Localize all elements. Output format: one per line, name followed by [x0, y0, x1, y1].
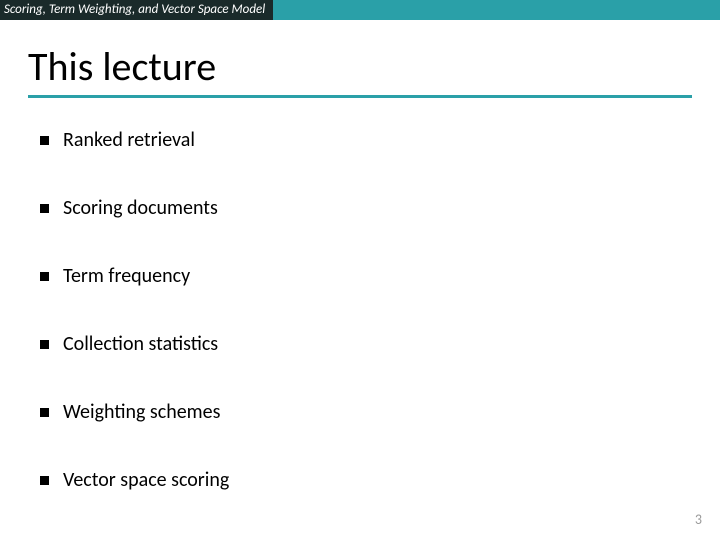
list-item: Collection statistics: [40, 332, 680, 356]
bullet-text: Ranked retrieval: [63, 128, 195, 152]
bullet-list: Ranked retrieval Scoring documents Term …: [0, 104, 720, 492]
list-item: Scoring documents: [40, 196, 680, 220]
bullet-text: Weighting schemes: [63, 400, 220, 424]
square-bullet-icon: [40, 272, 49, 281]
page-number: 3: [695, 511, 702, 528]
bullet-text: Collection statistics: [63, 332, 218, 356]
square-bullet-icon: [40, 408, 49, 417]
square-bullet-icon: [40, 340, 49, 349]
list-item: Term frequency: [40, 264, 680, 288]
list-item: Ranked retrieval: [40, 128, 680, 152]
header-bar: Scoring, Term Weighting, and Vector Spac…: [0, 0, 720, 20]
header-accent: [273, 0, 720, 20]
square-bullet-icon: [40, 204, 49, 213]
title-area: This lecture: [0, 20, 720, 104]
bullet-text: Term frequency: [63, 264, 190, 288]
slide-title: This lecture: [28, 42, 692, 91]
title-underline: [28, 95, 692, 98]
bullet-text: Scoring documents: [63, 196, 218, 220]
slide: Scoring, Term Weighting, and Vector Spac…: [0, 0, 720, 540]
square-bullet-icon: [40, 136, 49, 145]
bullet-text: Vector space scoring: [63, 468, 229, 492]
list-item: Weighting schemes: [40, 400, 680, 424]
list-item: Vector space scoring: [40, 468, 680, 492]
header-label: Scoring, Term Weighting, and Vector Spac…: [0, 0, 273, 20]
square-bullet-icon: [40, 476, 49, 485]
